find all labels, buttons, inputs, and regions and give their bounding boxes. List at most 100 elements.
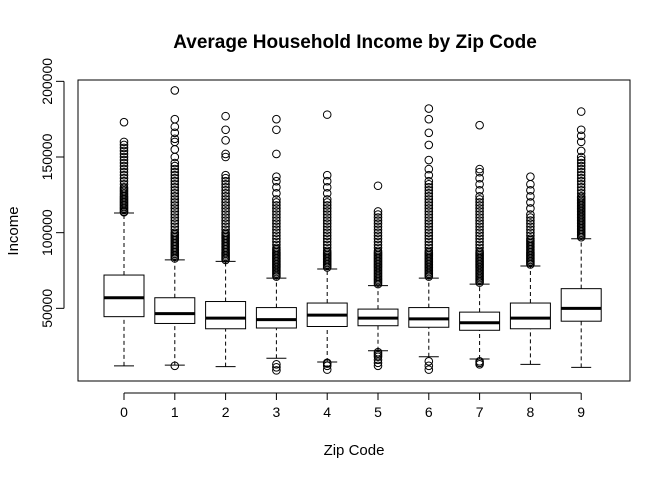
outlier-point [475,228,484,237]
y-tick-label: 150000 [39,133,55,180]
outlier-point [526,213,535,222]
outlier-point [424,231,434,240]
outlier-point [424,243,434,253]
outlier-point [119,140,129,150]
outlier-point [475,213,484,222]
box [509,302,551,330]
outlier-point [576,179,586,189]
outlier-point [424,246,434,256]
outlier-point [475,195,484,204]
outlier-point [576,182,586,192]
outlier-point [424,198,434,207]
outlier-point [119,117,129,127]
outlier-point [221,228,230,237]
outlier-point [322,216,332,225]
outlier-point [526,210,535,219]
outlier-point [221,210,230,219]
outlier-point [221,192,230,201]
outlier-point [424,201,434,210]
outlier-point [475,216,484,225]
outlier-point [119,152,129,162]
x-tick-label: 0 [120,404,128,420]
outlier-point [475,201,484,210]
y-tick-label: 50000 [39,289,55,328]
outlier-point [424,228,434,237]
outlier-point [272,234,281,244]
outlier-point [576,158,586,168]
outlier-point [373,181,383,191]
outlier-point [119,158,129,168]
outlier-point [576,189,586,198]
outlier-point [221,149,230,159]
outlier-point [424,176,434,186]
outlier-point [170,173,180,183]
outlier-point [475,243,484,253]
box-group-8 [509,172,551,365]
outlier-point [475,204,484,213]
outlier-point [576,173,586,183]
outlier-point [576,185,586,195]
outlier-point [221,207,230,216]
outlier-point [322,182,332,192]
outlier-point [475,192,484,201]
outlier-point [424,361,434,371]
outlier-point [322,228,332,237]
outlier-point [170,145,180,154]
box-group-7 [459,120,501,369]
outlier-point [322,204,332,213]
box-group-6 [408,104,450,374]
outlier-point [424,237,434,247]
outlier-point [576,170,586,180]
x-tick-label: 2 [222,404,230,420]
outlier-point [272,182,281,192]
outlier-point [475,225,484,234]
outlier-point [119,170,129,180]
x-tick-label: 5 [374,404,382,420]
outlier-point [576,125,586,135]
outlier-point [221,213,230,222]
outlier-point [475,237,484,247]
x-axis-label: Zip Code [324,442,385,459]
outlier-point [221,173,230,183]
outlier-point [221,201,230,210]
outlier-point [119,167,129,177]
outlier-point [221,182,230,192]
outlier-point [272,237,281,247]
box [255,307,297,329]
outlier-point [373,219,383,228]
outlier-point [170,161,180,171]
outlier-point [322,243,332,253]
outlier-point [170,176,180,186]
box [459,311,501,331]
outlier-point [475,357,484,366]
outlier-point [424,240,434,250]
outlier-point [322,213,332,222]
outlier-point [119,146,129,156]
outlier-point [272,366,281,375]
outlier-point [475,173,484,183]
outlier-point [322,170,332,180]
outlier-point [424,170,434,180]
outlier-point [373,231,383,240]
outlier-point [272,222,281,231]
outlier-point [576,167,586,177]
outlier-point [475,234,484,244]
outlier-point [475,167,484,177]
box-group-5 [357,181,399,371]
outlier-point [119,179,129,189]
outlier-point [322,234,332,244]
outlier-point [424,216,434,225]
outlier-point [424,222,434,231]
outlier-point [119,173,129,183]
outlier-point [221,125,230,135]
box [408,307,450,328]
outlier-point [221,222,230,231]
outlier-point [424,185,434,195]
outlier-point [373,228,383,237]
outlier-point [424,155,434,165]
outlier-point [424,164,434,174]
outlier-point [170,216,180,225]
outlier-point [272,176,281,186]
outlier-point [221,170,230,180]
